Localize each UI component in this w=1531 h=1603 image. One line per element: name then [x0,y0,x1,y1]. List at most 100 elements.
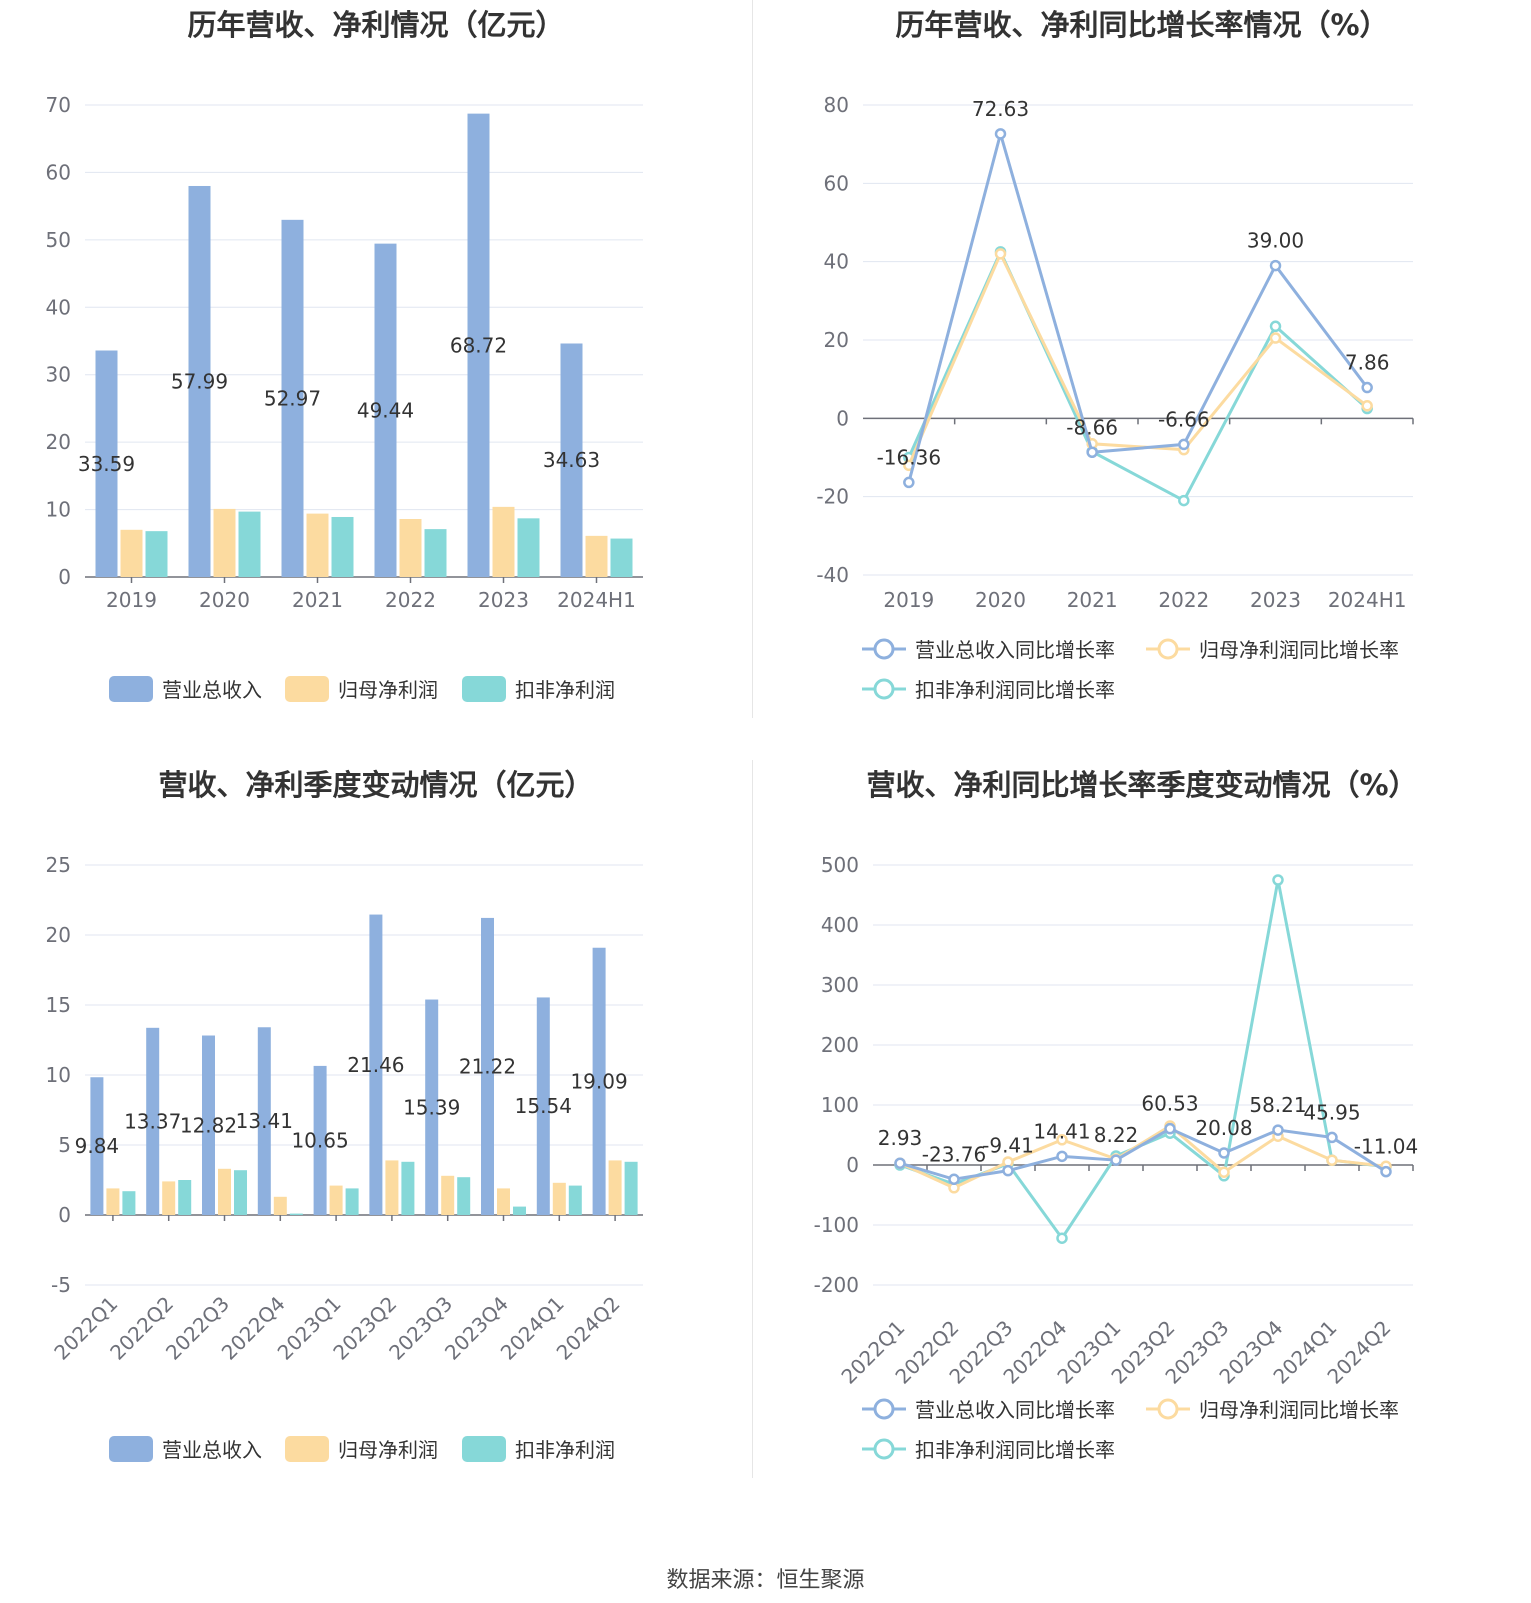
bar [552,1182,566,1215]
data-label: 13.37 [124,1109,181,1133]
bar [146,1027,160,1215]
data-point [1110,1154,1122,1166]
y-tick-label: 300 [821,973,859,997]
bar [106,1188,120,1215]
bar [145,531,168,577]
annual-revenue-bar-chart: 0 10 20 30 40 50 60 70 2019 33.59 2020 57.99 2021 52.… [46,93,643,702]
data-point [1178,494,1190,507]
bar [608,1160,622,1215]
y-tick-label: 200 [821,1033,859,1057]
data-point [1326,1154,1338,1166]
y-tick-label: 60 [824,171,849,195]
data-point [1361,400,1373,412]
bar [281,219,304,577]
bar [585,535,608,577]
legend-label: 扣非净利润同比增长率 [915,1438,1115,1462]
bar [95,350,118,577]
data-point [1361,381,1373,394]
legend-label: 营业总收入 [162,1438,262,1462]
data-point [1269,320,1282,333]
bar [610,538,633,577]
bar [122,1191,136,1215]
data-label: -11.04 [1354,1135,1418,1159]
bar [467,113,490,577]
y-tick-label: 100 [821,1093,859,1117]
legend-swatch [109,1436,153,1462]
bar [289,1213,303,1215]
bar [497,1188,510,1215]
legend-swatch [109,676,153,702]
legend-swatch [285,676,329,702]
bar [162,1181,176,1215]
data-point [1002,1164,1014,1177]
bar [374,243,397,577]
bar [188,185,211,577]
data-label: 45.95 [1303,1100,1360,1124]
data-point [1086,446,1098,459]
legend-label: 营业总收入 [162,678,262,702]
annual-growth-line-chart: -40 -20 0 20 40 60 80 2019 2020 2021 2022 2023 2024H… [816,93,1414,702]
legend-swatch [285,1436,329,1462]
y-tick-label: 0 [58,565,71,589]
bar [481,917,494,1215]
data-label: 34.63 [543,448,600,472]
vertical-divider-top [752,0,753,718]
data-point [1269,259,1282,272]
data-label: 2.93 [878,1126,923,1150]
bar [120,529,143,577]
data-label: -16.36 [877,445,941,469]
x-tick-label: 2022 [385,588,436,612]
legend-label: 归母净利润 [338,1438,438,1462]
bar [424,529,447,577]
y-tick-label: 500 [821,853,859,877]
y-tick-label: 0 [58,1203,71,1227]
chart-panel-annual-growth: 历年营收、净利同比增长率情况（%） -40 -20 0 20 40 60 80 2019 202… [753,0,1531,740]
bar [399,519,422,577]
bar [369,914,383,1215]
bar [234,1170,247,1215]
chart-title: 历年营收、净利同比增长率情况（%） [895,8,1389,42]
bar [568,1185,582,1215]
bar [517,518,540,577]
data-label: 12.82 [180,1113,237,1137]
legend-swatch-marker [873,638,895,660]
legend-label: 归母净利润 [338,678,438,702]
bar [329,1185,343,1215]
x-tick-label: 2019 [883,588,934,612]
data-label: 33.59 [78,452,135,476]
data-label: 15.39 [403,1095,460,1119]
legend-label: 归母净利润同比增长率 [1199,1398,1399,1422]
y-tick-label: 40 [46,295,71,319]
series-line [907,128,1369,483]
legend-swatch-marker [1157,1398,1179,1420]
data-source: 数据来源：恒生聚源 [0,1562,1531,1594]
x-tick-label: 2020 [199,588,250,612]
chart-panel-quarterly-growth: 营收、净利同比增长率季度变动情况（%） -200 -100 0 100 200 300 40… [753,760,1531,1520]
bar [213,508,236,577]
legend-label: 扣非净利润 [515,678,615,702]
quarterly-revenue-bar-chart: -505101520252022Q19.842022Q213.372022Q31… [46,853,643,1462]
y-tick-label: 15 [46,993,71,1017]
y-tick-label: -5 [51,1273,71,1297]
legend-swatch-marker [873,1398,895,1420]
data-point [1164,1122,1176,1135]
data-point [994,128,1007,140]
chart-panel-annual-revenue: 历年营收、净利情况（亿元） 0 10 20 30 40 50 60 70 2019 33.59 20… [0,0,752,740]
data-point [1272,874,1284,886]
series-line [907,248,1369,503]
bar [90,1077,104,1215]
bar [401,1161,415,1215]
data-point [1056,1232,1068,1244]
y-tick-label: 20 [46,430,71,454]
data-label: 13.41 [236,1109,293,1133]
data-label: 57.99 [171,369,228,393]
bar [624,1161,638,1215]
data-point [903,476,915,489]
y-tick-label: 0 [846,1153,859,1177]
data-label: 68.72 [450,333,507,357]
bar [306,513,329,577]
bar [202,1035,215,1215]
bar [560,343,583,577]
x-tick-label: 2020 [975,588,1026,612]
x-tick-label: 2021 [1067,588,1118,612]
